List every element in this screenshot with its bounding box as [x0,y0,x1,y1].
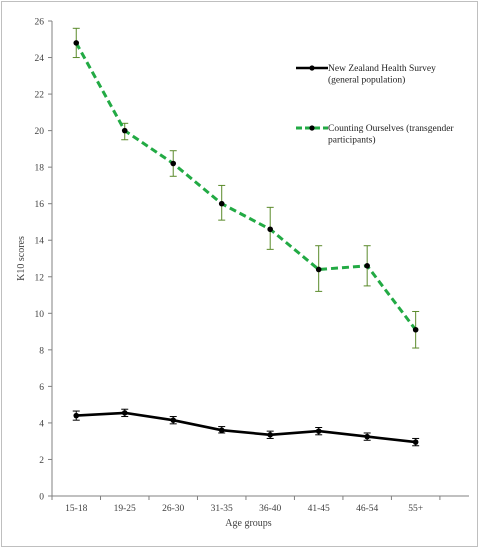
y-tick-label: 8 [39,346,44,356]
y-tick-label: 2 [39,456,44,466]
legend-label: (general population) [328,75,405,86]
y-tick-label: 4 [39,419,44,429]
data-point [315,428,322,434]
y-axis-label: K10 scores [16,236,27,281]
y-tick-label: 24 [35,54,45,64]
y-tick-label: 18 [35,164,45,174]
legend-label: Counting Ourselves (transgender [328,123,454,134]
x-tick-label: 31-35 [211,504,233,514]
legend-marker [309,125,315,131]
data-point [121,127,128,134]
x-axis-label: Age groups [225,518,271,529]
legend-label: New Zealand Health Survey [328,64,436,74]
x-tick-label: 19-25 [114,504,136,514]
data-point [170,417,177,423]
y-tick-label: 0 [39,493,44,503]
data-point [73,412,80,419]
y-tick-label: 14 [35,237,45,247]
y-tick-label: 26 [35,18,45,28]
y-tick-label: 20 [35,127,45,137]
data-point [412,439,419,445]
series-2 [72,27,420,349]
y-tick-label: 16 [35,200,45,210]
data-point [267,431,273,438]
legend-item-1: New Zealand Health Survey(general popula… [296,64,436,86]
x-tick-label: 46-54 [356,504,378,514]
y-tick-label: 22 [35,91,45,101]
data-point [218,427,225,434]
series-line [76,411,416,444]
x-tick-label: 26-30 [162,504,184,514]
series-line [74,42,417,331]
data-point [218,200,225,207]
data-point [121,410,128,416]
data-point [364,433,370,440]
series-layer [72,27,420,447]
y-tick-label: 10 [35,310,45,320]
data-point [267,226,273,233]
y-tick-label: 6 [39,383,44,393]
x-tick-label: 36-40 [259,504,281,514]
legend: New Zealand Health Survey(general popula… [296,64,454,146]
y-tick-label: 12 [35,273,45,283]
legend-label: participants) [328,135,375,146]
legend-item-2: Counting Ourselves (transgenderparticipa… [296,123,454,146]
legend-marker [309,65,315,71]
data-point [315,266,322,273]
series-1 [72,408,420,447]
data-point [170,160,177,167]
data-point [412,326,419,333]
x-tick-label: 15-18 [65,504,87,514]
x-tick-label: 41-45 [308,504,330,514]
x-tick-label: 55+ [408,504,423,514]
data-point [364,263,370,269]
data-point [73,40,80,46]
